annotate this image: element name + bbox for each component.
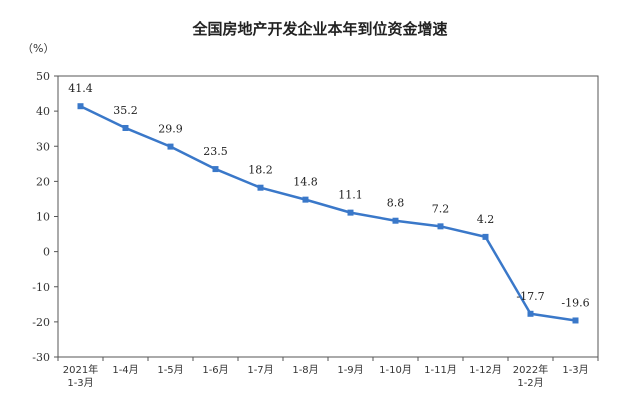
x-tick-label: 1-8月 [292, 364, 318, 376]
data-label: 14.8 [293, 176, 318, 189]
data-point [302, 196, 309, 203]
data-label: -19.6 [561, 296, 589, 309]
x-tick-label: 1-9月 [337, 364, 363, 376]
data-label: 8.8 [387, 197, 405, 210]
data-label: 4.2 [477, 213, 495, 226]
y-tick-label: -30 [32, 351, 50, 364]
y-tick-label: 0 [43, 246, 50, 259]
x-tick-label: 1-3月 [562, 364, 588, 376]
x-tick-label: 1-11月 [424, 364, 457, 376]
data-point [572, 317, 579, 324]
data-label: -17.7 [516, 290, 544, 303]
data-label: 23.5 [203, 145, 228, 158]
x-tick-label: 1-4月 [112, 364, 138, 376]
data-point [347, 209, 354, 216]
y-tick-label: 40 [36, 105, 50, 118]
data-point [482, 233, 489, 240]
data-point [527, 310, 534, 317]
data-point [167, 143, 174, 150]
y-tick-label: 30 [36, 140, 50, 153]
data-label: 35.2 [113, 104, 138, 117]
x-tick-label: 1-2月 [517, 377, 543, 389]
y-axis-unit-label: （%） [22, 42, 54, 55]
x-tick-label: 1-5月 [157, 364, 183, 376]
y-tick-label: -20 [32, 316, 50, 329]
y-tick-label: -10 [32, 281, 50, 294]
data-label: 29.9 [158, 123, 183, 136]
x-tick-label: 1-3月 [67, 377, 93, 389]
x-tick-label: 2021年 [63, 363, 98, 376]
data-label: 11.1 [338, 189, 363, 202]
data-point [392, 217, 399, 224]
data-point [77, 103, 84, 110]
x-tick-label: 1-6月 [202, 364, 228, 376]
data-point [212, 166, 219, 173]
data-point [122, 124, 129, 131]
x-tick-label: 1-12月 [469, 364, 502, 376]
y-tick-label: 20 [36, 175, 50, 188]
x-tick-label: 1-7月 [247, 364, 273, 376]
data-label: 18.2 [248, 164, 273, 177]
plot-frame [57, 75, 599, 358]
data-point [437, 223, 444, 230]
x-tick-label: 2022年 [513, 363, 548, 376]
y-tick-label: 50 [36, 70, 50, 83]
series-line [79, 105, 576, 322]
data-label: 7.2 [432, 202, 450, 215]
data-label: 41.4 [68, 82, 93, 95]
chart-title: 全国房地产开发企业本年到位资金增速 [191, 20, 447, 38]
y-tick-label: 10 [36, 211, 50, 224]
x-tick-label: 1-10月 [379, 364, 412, 376]
data-point [257, 184, 264, 191]
